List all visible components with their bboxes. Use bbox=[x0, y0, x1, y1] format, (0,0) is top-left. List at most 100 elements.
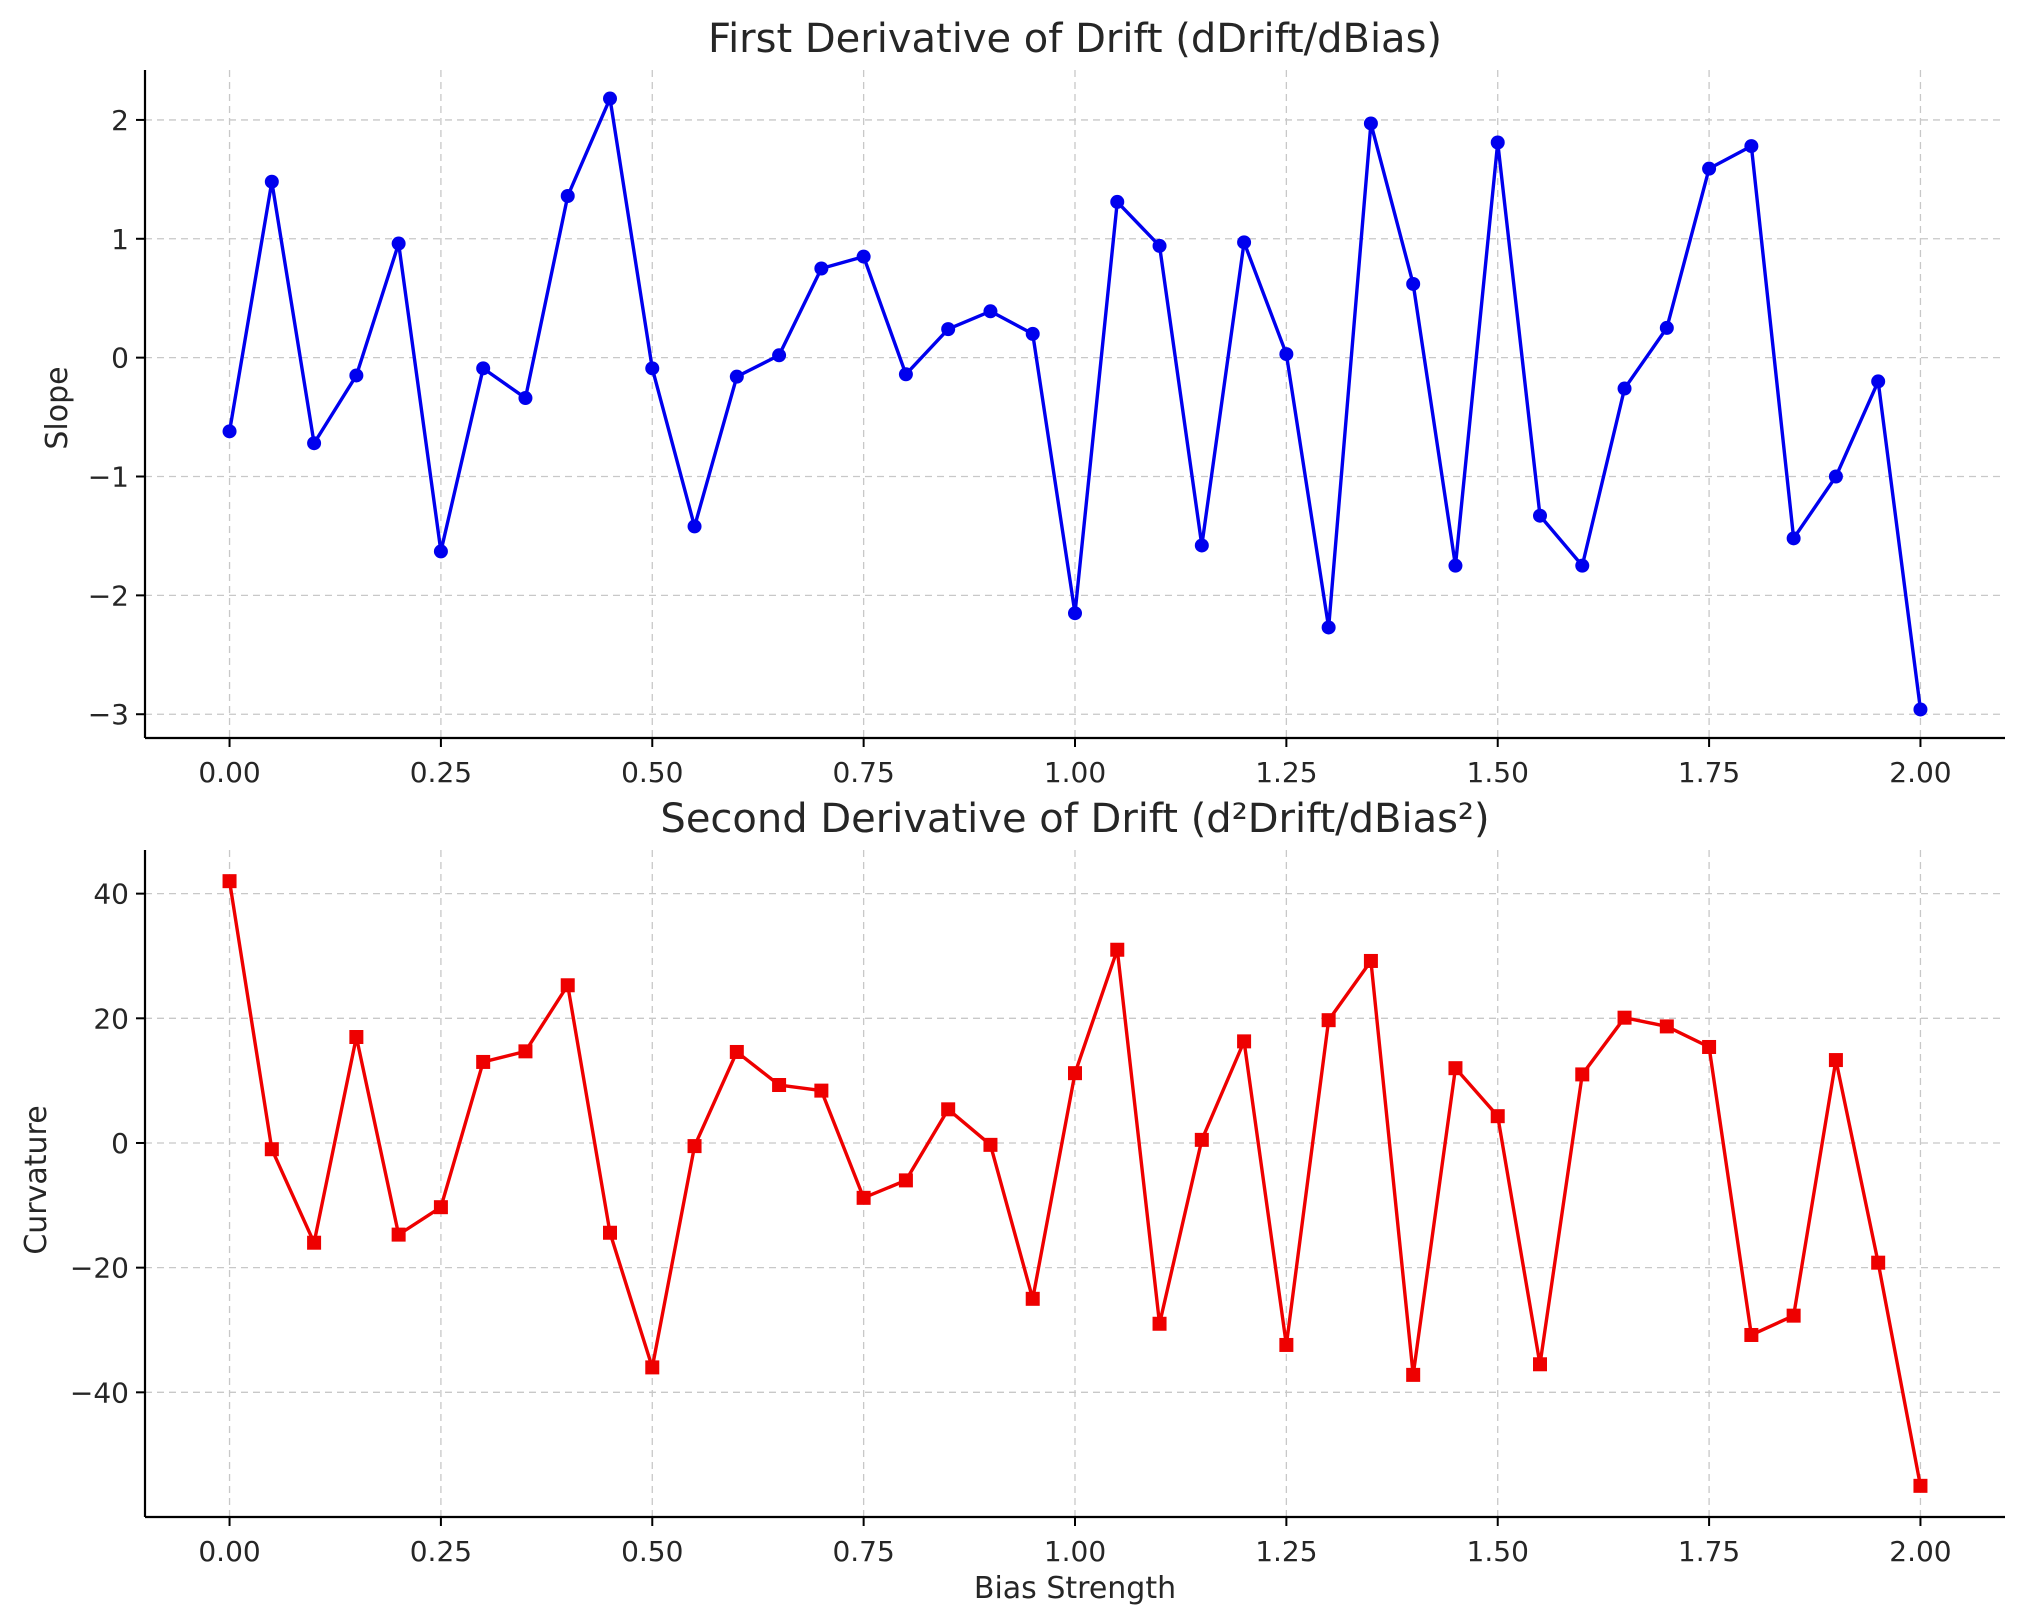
second-derivative-x-tick-label: 0.75 bbox=[832, 1535, 894, 1568]
first-derivative-data-point bbox=[1110, 194, 1125, 209]
second-derivative-data-point bbox=[1025, 1291, 1040, 1306]
second-derivative-y-tick-label: −40 bbox=[70, 1376, 129, 1409]
first-derivative-x-tick-label: 2.00 bbox=[1889, 756, 1951, 789]
second-derivative-data-point bbox=[898, 1173, 913, 1188]
first-derivative-data-point bbox=[1617, 381, 1632, 396]
first-derivative-data-point bbox=[476, 361, 491, 376]
first-derivative-data-point bbox=[1871, 374, 1886, 389]
second-derivative-panel: Second Derivative of Drift (d²Drift/dBia… bbox=[19, 796, 2005, 1606]
first-derivative-data-point bbox=[1279, 347, 1294, 362]
second-derivative-data-point bbox=[1871, 1255, 1886, 1270]
first-derivative-grid bbox=[145, 70, 2005, 738]
second-derivative-data-point bbox=[1194, 1132, 1209, 1147]
first-derivative-x-tick-label: 0.00 bbox=[198, 756, 260, 789]
second-derivative-data-point bbox=[476, 1054, 491, 1069]
second-derivative-data-point bbox=[560, 978, 575, 993]
second-derivative-x-tick-label: 1.00 bbox=[1044, 1535, 1106, 1568]
first-derivative-data-point bbox=[1363, 116, 1378, 131]
second-derivative-data-point bbox=[1152, 1316, 1167, 1331]
first-derivative-data-point bbox=[814, 261, 829, 276]
second-derivative-y-tick-label: 20 bbox=[93, 1002, 129, 1035]
second-derivative-data-point bbox=[1702, 1039, 1717, 1054]
first-derivative-data-point bbox=[1490, 135, 1505, 150]
first-derivative-data-point bbox=[1786, 531, 1801, 546]
first-derivative-data-point bbox=[687, 519, 702, 534]
first-derivative-y-tick-label: 0 bbox=[111, 342, 129, 375]
first-derivative-data-point bbox=[1828, 469, 1843, 484]
first-derivative-y-tick-label: −2 bbox=[88, 579, 129, 612]
second-derivative-data-point bbox=[391, 1227, 406, 1242]
second-derivative-data-point bbox=[1110, 942, 1125, 957]
second-derivative-data-point bbox=[1321, 1013, 1336, 1028]
first-derivative-data-point bbox=[349, 368, 364, 383]
first-derivative-data-point bbox=[391, 236, 406, 251]
first-derivative-data-point bbox=[1025, 326, 1040, 341]
first-derivative-data-point bbox=[645, 361, 660, 376]
first-derivative-data-point bbox=[307, 436, 322, 451]
second-derivative-x-tick-label: 0.50 bbox=[621, 1535, 683, 1568]
first-derivative-data-point bbox=[603, 91, 617, 106]
second-derivative-data-point bbox=[349, 1030, 364, 1045]
first-derivative-x-tick-label: 0.75 bbox=[832, 756, 894, 789]
first-derivative-data-point bbox=[729, 369, 744, 384]
second-derivative-y-tick-label: −20 bbox=[70, 1252, 129, 1285]
second-derivative-data-point bbox=[1237, 1034, 1252, 1049]
second-derivative-data-point bbox=[983, 1137, 998, 1152]
second-derivative-data-point bbox=[729, 1044, 744, 1059]
second-derivative-data-point bbox=[687, 1139, 702, 1154]
first-derivative-data-point bbox=[264, 174, 279, 189]
second-derivative-data-point bbox=[772, 1078, 787, 1093]
first-derivative-title: First Derivative of Drift (dDrift/dBias) bbox=[708, 16, 1442, 62]
first-derivative-data-point bbox=[1702, 161, 1717, 176]
second-derivative-title: Second Derivative of Drift (d²Drift/dBia… bbox=[660, 796, 1489, 842]
first-derivative-data-point bbox=[1194, 538, 1209, 553]
second-derivative-data-point bbox=[1490, 1109, 1505, 1124]
first-derivative-data-point bbox=[1237, 235, 1252, 250]
second-derivative-x-tick-label: 2.00 bbox=[1889, 1535, 1951, 1568]
first-derivative-data-point bbox=[1068, 606, 1082, 621]
first-derivative-data-point bbox=[433, 544, 448, 559]
second-derivative-data-point bbox=[1406, 1367, 1421, 1382]
second-derivative-x-axis-label: Bias Strength bbox=[974, 1571, 1176, 1606]
second-derivative-data-point bbox=[1279, 1337, 1294, 1352]
first-derivative-data-point bbox=[941, 322, 956, 337]
first-derivative-y-tick-label: 1 bbox=[111, 223, 129, 256]
second-derivative-data-point bbox=[814, 1083, 829, 1098]
first-derivative-data-point bbox=[856, 249, 871, 264]
first-derivative-data-point bbox=[772, 348, 787, 363]
second-derivative-data-point bbox=[1828, 1053, 1843, 1068]
first-derivative-data-point bbox=[1448, 558, 1463, 573]
first-derivative-data-point bbox=[983, 304, 998, 319]
first-derivative-ticks: 0.00 0.25 0.50 0.75 1.00 1.25 1.50 1.75 2.00 2 1 0 −… bbox=[88, 104, 1952, 789]
first-derivative-data-point bbox=[1913, 702, 1928, 717]
first-derivative-data-point bbox=[560, 188, 575, 203]
first-derivative-data-point bbox=[1575, 558, 1590, 573]
first-derivative-x-tick-label: 1.00 bbox=[1044, 756, 1106, 789]
first-derivative-y-tick-label: −1 bbox=[88, 461, 129, 494]
first-derivative-x-tick-label: 1.75 bbox=[1678, 756, 1740, 789]
second-derivative-data-point bbox=[856, 1190, 871, 1205]
second-derivative-x-tick-label: 1.75 bbox=[1678, 1535, 1740, 1568]
first-derivative-x-tick-label: 0.25 bbox=[410, 756, 472, 789]
first-derivative-data-point bbox=[898, 367, 913, 382]
second-derivative-data-point bbox=[1575, 1067, 1590, 1082]
second-derivative-y-tick-label: 0 bbox=[111, 1127, 129, 1160]
second-derivative-data-point bbox=[1659, 1019, 1674, 1034]
second-derivative-data-point bbox=[1533, 1357, 1547, 1372]
second-derivative-data-point bbox=[1363, 953, 1378, 968]
first-derivative-x-tick-label: 1.50 bbox=[1467, 756, 1529, 789]
second-derivative-data-point bbox=[307, 1235, 322, 1250]
second-derivative-data-point bbox=[1448, 1061, 1463, 1076]
second-derivative-y-axis-label: Curvature bbox=[19, 1105, 54, 1254]
second-derivative-data-point bbox=[1068, 1066, 1082, 1081]
second-derivative-y-tick-label: 40 bbox=[93, 878, 129, 911]
second-derivative-x-tick-label: 0.25 bbox=[410, 1535, 472, 1568]
second-derivative-data-point bbox=[941, 1102, 956, 1117]
second-derivative-x-tick-label: 1.25 bbox=[1255, 1535, 1317, 1568]
second-derivative-data-point bbox=[433, 1200, 448, 1215]
second-derivative-data-point bbox=[1744, 1327, 1759, 1342]
first-derivative-data-point bbox=[1533, 508, 1547, 523]
second-derivative-grid bbox=[145, 850, 2005, 1517]
first-derivative-data-point bbox=[222, 424, 237, 439]
